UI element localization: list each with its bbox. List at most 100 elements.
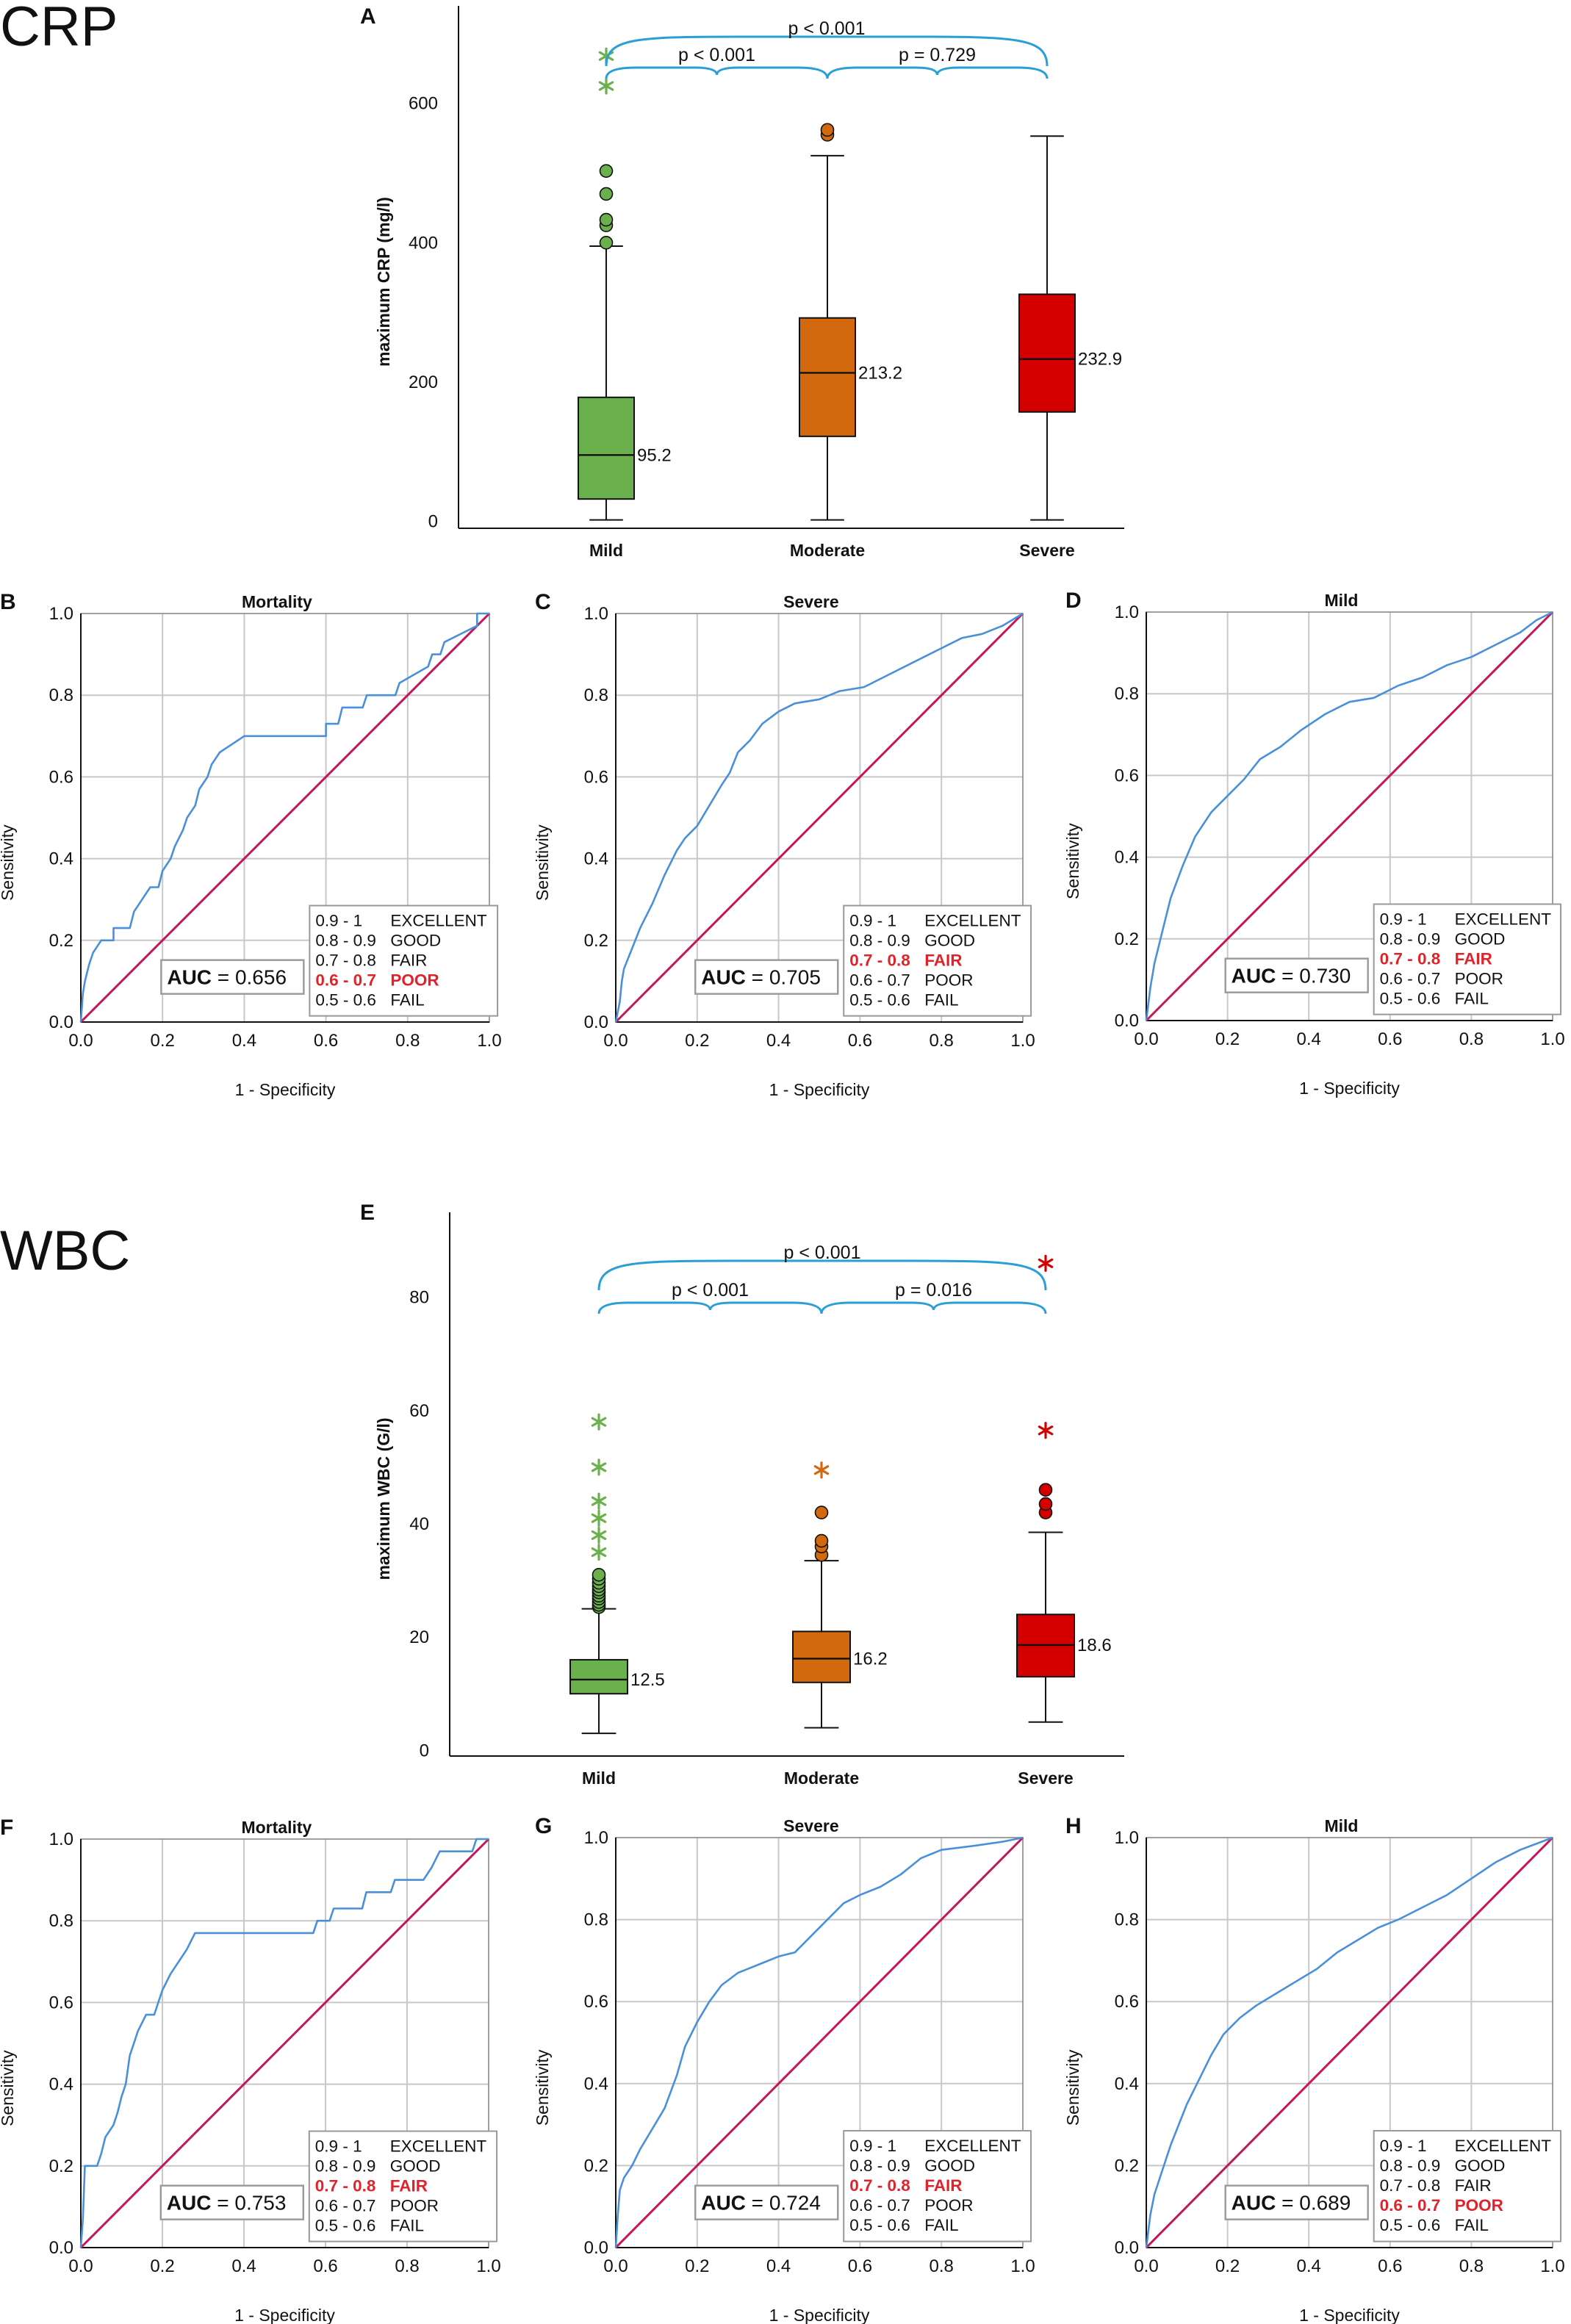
y-tick-label: 0.0 <box>49 2238 73 2258</box>
extreme-outlier-star <box>591 1526 607 1544</box>
x-tick-label: 0.4 <box>1297 2256 1321 2276</box>
legend-range: 0.9 - 1 <box>1380 910 1427 929</box>
y-tick-label: 0 <box>420 1741 429 1760</box>
outlier-point <box>814 1533 829 1548</box>
x-axis-label: 1 - Specificity <box>235 1080 336 1099</box>
roc-curve <box>79 612 489 1023</box>
x-tick-label: 0.4 <box>1297 1029 1321 1049</box>
legend-range: 0.7 - 0.8 <box>1380 950 1441 968</box>
legend-grade: EXCELLENT <box>1455 2137 1552 2155</box>
y-tick-label: 60 <box>409 1401 429 1421</box>
y-tick-label: 400 <box>409 233 438 253</box>
auc-box <box>1224 957 1369 993</box>
box-moderate: 213.2 <box>799 123 902 521</box>
significance-bracket <box>597 1259 1047 1291</box>
y-tick-label: 0.6 <box>49 767 73 787</box>
x-axis-label: 1 - Specificity <box>1299 2306 1400 2324</box>
legend-grade: FAIR <box>1455 2176 1492 2195</box>
significance-bracket <box>605 66 829 79</box>
boxplot-panel-e: E 0 20 40 60 80 maximum WBC (G/l) Mild Moderate S… <box>360 1201 1124 1788</box>
legend-range: 0.9 - 1 <box>1380 2137 1427 2155</box>
x-tick-label: 1.0 <box>477 1031 501 1051</box>
x-tick-label: 0.4 <box>766 1031 791 1051</box>
x-tick-label: 0.8 <box>395 1031 420 1051</box>
x-tick-label: 0.8 <box>930 2256 954 2276</box>
legend-range: 0.7 - 0.8 <box>849 951 910 970</box>
legend-range: 0.6 - 0.7 <box>1380 2196 1441 2215</box>
box-iqr <box>1018 293 1076 413</box>
y-tick-label: 0.2 <box>1115 2156 1139 2176</box>
y-tick-label: 0.2 <box>584 2156 608 2176</box>
y-tick-label: 0.2 <box>1115 929 1139 949</box>
legend-grade: FAIR <box>1455 950 1492 968</box>
legend-grade: POOR <box>924 971 973 990</box>
roc-title: Mild <box>1324 1816 1358 1835</box>
category-label: Severe <box>1019 541 1074 560</box>
auc-number: = 0.705 <box>746 966 821 989</box>
y-tick-label: 0.2 <box>584 931 608 951</box>
auc-number: = 0.724 <box>746 2192 821 2215</box>
x-tick-label: 0.2 <box>685 2256 709 2276</box>
roc-curve <box>614 1836 1024 2248</box>
x-axis-label: 1 - Specificity <box>1299 1079 1400 1098</box>
legend-grade: GOOD <box>924 2156 975 2175</box>
x-tick-label: 0.8 <box>395 2256 419 2276</box>
panel-letter-h: H <box>1065 1814 1082 1838</box>
panel-letter-g: G <box>535 1814 552 1838</box>
outlier-point <box>820 123 835 137</box>
panel-letter-e: E <box>360 1201 375 1225</box>
auc-label: AUC <box>167 966 212 989</box>
legend-grade: FAIR <box>924 2176 962 2195</box>
legend-range: 0.6 - 0.7 <box>849 971 910 990</box>
reference-diagonal <box>1145 611 1554 1022</box>
outlier-point <box>1038 1497 1053 1511</box>
auc-grade-legend <box>308 2130 498 2242</box>
x-tick-label: 0.0 <box>603 2256 628 2276</box>
y-tick-label: 0.4 <box>584 849 608 869</box>
auc-grade-legend <box>309 904 499 1017</box>
p-value-label: p = 0.016 <box>895 1280 972 1300</box>
auc-number: = 0.656 <box>212 966 287 989</box>
box-iqr <box>569 1658 628 1695</box>
median-label: 16.2 <box>853 1649 888 1669</box>
reference-diagonal <box>79 612 491 1024</box>
y-tick-label: 0.0 <box>49 1012 73 1032</box>
legend-range: 0.7 - 0.8 <box>315 2177 376 2195</box>
x-axis-label: 1 - Specificity <box>234 2306 335 2324</box>
panel-letter-a: A <box>360 4 376 29</box>
panel-letter-c: C <box>535 590 551 614</box>
y-axis-label: Sensitivity <box>1063 823 1082 899</box>
outlier-point <box>814 1505 829 1519</box>
extreme-outlier-star <box>1038 1422 1054 1439</box>
auc-label: AUC <box>1232 2192 1276 2215</box>
reference-diagonal <box>614 1836 1024 2249</box>
panel-letter-f: F <box>0 1816 13 1840</box>
auc-grade-legend <box>1373 903 1562 1015</box>
x-tick-label: 0.2 <box>151 1031 175 1051</box>
x-tick-label: 0.8 <box>1459 1029 1484 1049</box>
legend-grade: FAIR <box>390 2177 428 2195</box>
auc-label: AUC <box>701 966 746 989</box>
auc-value: AUC = 0.689 <box>1232 2192 1351 2215</box>
legend-range: 0.5 - 0.6 <box>315 2217 376 2235</box>
reference-diagonal <box>79 1838 490 2249</box>
auc-box <box>694 2184 839 2220</box>
p-value-label: p < 0.001 <box>678 45 755 65</box>
y-tick-label: 0.6 <box>49 1993 73 2012</box>
extreme-outlier-star <box>598 77 614 95</box>
legend-grade: EXCELLENT <box>924 2137 1021 2155</box>
auc-value: AUC = 0.724 <box>701 2192 821 2215</box>
auc-number: = 0.689 <box>1276 2192 1351 2215</box>
y-tick-label: 0.8 <box>1115 1910 1139 1930</box>
x-tick-label: 0.2 <box>150 2256 174 2276</box>
legend-range: 0.6 - 0.7 <box>1380 970 1441 988</box>
legend-grade: FAIL <box>924 2216 958 2234</box>
outlier-point <box>1038 1483 1053 1497</box>
category-label: Moderate <box>790 541 865 560</box>
y-tick-label: 1.0 <box>1115 602 1139 622</box>
legend-grade: GOOD <box>1455 2156 1506 2175</box>
panel-letter-b: B <box>0 590 16 614</box>
auc-box <box>160 959 305 995</box>
legend-range: 0.5 - 0.6 <box>1380 2216 1441 2234</box>
